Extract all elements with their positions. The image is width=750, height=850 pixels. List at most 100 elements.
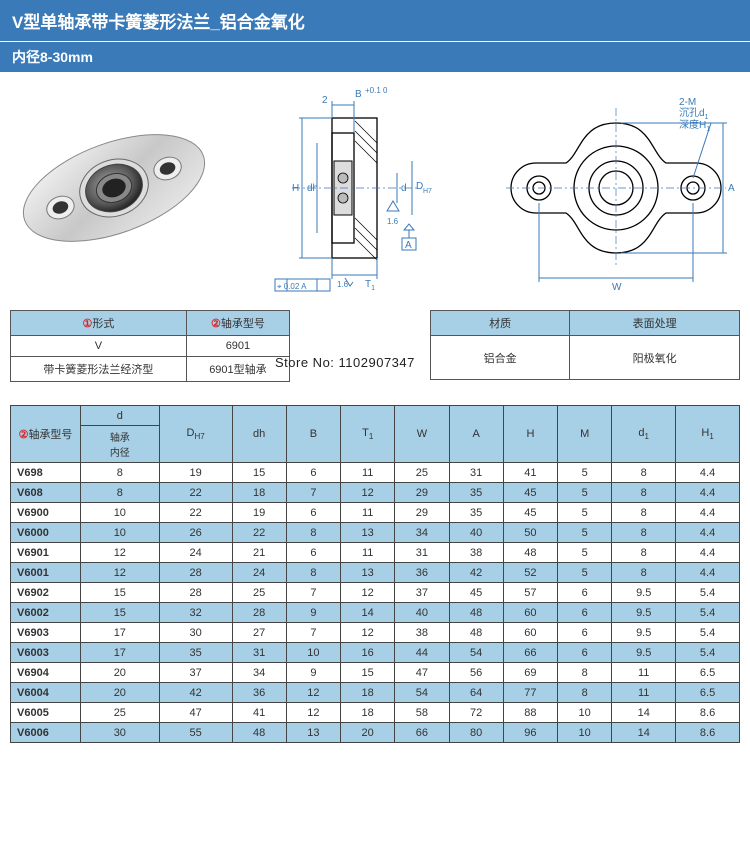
info1-r1c2: 6901	[186, 336, 289, 357]
table-row: V69042037349154756698116.5	[11, 663, 740, 683]
dim-B-tol: +0.1 0	[365, 86, 388, 95]
spec-cell-d1: 9.5	[612, 603, 676, 623]
spec-cell-B: 8	[286, 563, 340, 583]
spec-cell-M: 10	[558, 723, 612, 743]
spec-cell-A: 38	[449, 543, 503, 563]
table-row: V600215322891440486069.55.4	[11, 603, 740, 623]
spec-cell-model: V608	[11, 483, 81, 503]
spec-h-d-sub: 轴承 内径	[81, 426, 160, 463]
info1-r2c1: 带卡簧菱形法兰经济型	[11, 357, 187, 382]
spec-cell-T1: 18	[341, 683, 395, 703]
spec-cell-B: 6	[286, 463, 340, 483]
spec-cell-T1: 11	[341, 503, 395, 523]
spec-cell-H: 48	[503, 543, 557, 563]
spec-h-A: A	[449, 406, 503, 463]
spec-cell-A: 31	[449, 463, 503, 483]
spec-cell-H1: 4.4	[676, 503, 740, 523]
spec-cell-dh: 22	[232, 523, 286, 543]
spec-cell-d: 10	[81, 523, 160, 543]
spec-cell-A: 35	[449, 483, 503, 503]
spec-cell-M: 5	[558, 543, 612, 563]
spec-cell-M: 8	[558, 683, 612, 703]
spec-cell-d: 17	[81, 623, 160, 643]
spec-cell-B: 7	[286, 623, 340, 643]
spec-cell-dh: 36	[232, 683, 286, 703]
spec-cell-d1: 8	[612, 503, 676, 523]
spec-cell-A: 54	[449, 643, 503, 663]
spec-cell-A: 48	[449, 603, 503, 623]
spec-cell-d: 20	[81, 663, 160, 683]
spec-cell-H1: 6.5	[676, 683, 740, 703]
spec-cell-d1: 14	[612, 703, 676, 723]
table-row: V60882218712293545584.4	[11, 483, 740, 503]
table-row: V6003173531101644546669.55.4	[11, 643, 740, 663]
spec-cell-B: 9	[286, 663, 340, 683]
spec-h-d1: d1	[612, 406, 676, 463]
table-row: V69881915611253141584.4	[11, 463, 740, 483]
product-3d-render	[9, 108, 219, 271]
spec-cell-W: 38	[395, 623, 449, 643]
spec-cell-M: 5	[558, 483, 612, 503]
spec-h-d-top: d	[81, 406, 160, 426]
spec-cell-model: V6005	[11, 703, 81, 723]
spec-h-M: M	[558, 406, 612, 463]
info1-r1c1: V	[11, 336, 187, 357]
spec-cell-W: 47	[395, 663, 449, 683]
spec-cell-model: V6904	[11, 663, 81, 683]
info2-h2: 表面处理	[570, 311, 740, 336]
section-view-diagram: B +0.1 0 2 H dh d D H7 1.6 A	[237, 83, 472, 296]
spec-cell-dh: 25	[232, 583, 286, 603]
spec-cell-B: 7	[286, 583, 340, 603]
spec-cell-dh: 21	[232, 543, 286, 563]
spec-cell-T1: 13	[341, 563, 395, 583]
spec-cell-B: 6	[286, 503, 340, 523]
spec-cell-dh: 24	[232, 563, 286, 583]
spec-cell-M: 6	[558, 643, 612, 663]
spec-cell-D: 30	[159, 623, 232, 643]
spec-cell-D: 26	[159, 523, 232, 543]
spec-cell-D: 32	[159, 603, 232, 623]
dim-A-label: A	[728, 183, 735, 194]
table-row: V6001122824813364252584.4	[11, 563, 740, 583]
spec-cell-d1: 9.5	[612, 643, 676, 663]
spec-h-model: ②轴承型号	[11, 406, 81, 463]
table-row: V690215282571237455769.55.4	[11, 583, 740, 603]
dim-T1-sub: 1	[372, 285, 376, 292]
table-row: V690317302771238486069.55.4	[11, 623, 740, 643]
spec-cell-B: 10	[286, 643, 340, 663]
spec-cell-B: 12	[286, 703, 340, 723]
spec-cell-D: 28	[159, 583, 232, 603]
spec-cell-H: 88	[503, 703, 557, 723]
spec-cell-M: 10	[558, 703, 612, 723]
callout-depth: 深度H	[679, 118, 706, 131]
spec-cell-A: 40	[449, 523, 503, 543]
spec-cell-W: 34	[395, 523, 449, 543]
spec-cell-d1: 11	[612, 683, 676, 703]
spec-cell-D: 28	[159, 563, 232, 583]
page-title: V型单轴承带卡簧菱形法兰_铝合金氧化	[0, 0, 750, 42]
info1-h2: ②轴承型号	[186, 311, 289, 336]
spec-cell-H1: 8.6	[676, 723, 740, 743]
spec-cell-W: 66	[395, 723, 449, 743]
store-number: Store No: 1102907347	[275, 355, 415, 370]
spec-cell-A: 42	[449, 563, 503, 583]
geo-tol-label: ⌖ 0.02 A	[277, 282, 307, 291]
spec-h-D: DH7	[159, 406, 232, 463]
spec-h-H: H	[503, 406, 557, 463]
spec-cell-M: 6	[558, 623, 612, 643]
spec-cell-d: 8	[81, 483, 160, 503]
spec-cell-T1: 12	[341, 583, 395, 603]
spec-cell-d1: 9.5	[612, 583, 676, 603]
spec-cell-H: 66	[503, 643, 557, 663]
callout-depth-sub: 1	[706, 126, 710, 133]
spec-cell-T1: 15	[341, 663, 395, 683]
spec-cell-H: 52	[503, 563, 557, 583]
spec-cell-d: 25	[81, 703, 160, 723]
spec-cell-W: 37	[395, 583, 449, 603]
dim-dh-label: dh	[307, 183, 318, 194]
spec-cell-d1: 14	[612, 723, 676, 743]
spec-cell-d1: 8	[612, 463, 676, 483]
spec-cell-D: 35	[159, 643, 232, 663]
spec-h-B: B	[286, 406, 340, 463]
dim-B-label: B	[355, 89, 362, 100]
